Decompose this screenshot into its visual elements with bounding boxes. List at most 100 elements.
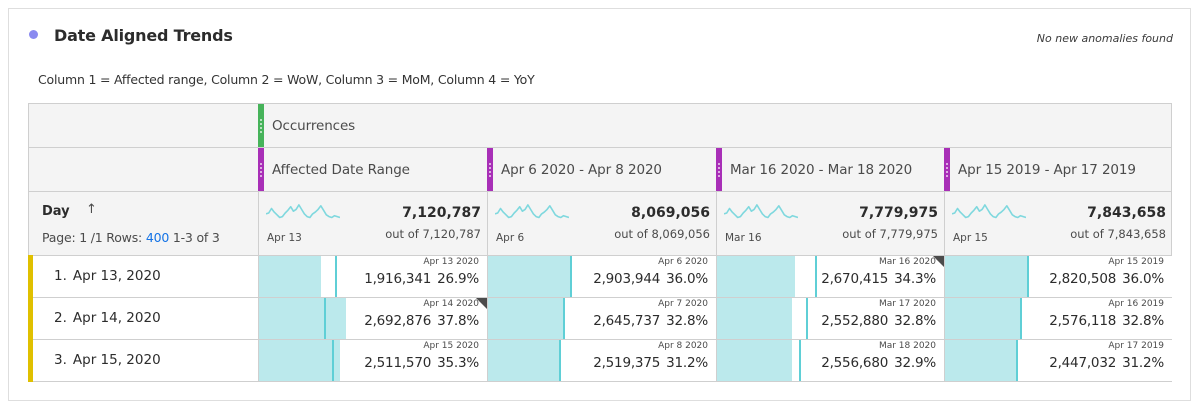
panel-title[interactable]: Date Aligned Trends (54, 26, 233, 45)
cell-background (1022, 298, 1172, 339)
panel-status-dot-icon (29, 30, 38, 39)
cell-count: 2,447,032 (1049, 355, 1117, 371)
anomaly-flag-icon[interactable] (476, 298, 487, 309)
data-cell[interactable]: Apr 13 2020 1,916,341 26.9% (258, 256, 487, 297)
cell-date: Apr 13 2020 (423, 257, 479, 267)
cell-count: 2,552,880 (821, 313, 889, 329)
comparison-marker (559, 340, 561, 381)
comparison-marker (335, 256, 337, 297)
cell-background (1018, 340, 1172, 381)
comparison-marker (806, 298, 808, 339)
comparison-marker (324, 298, 326, 339)
segment-header-2[interactable]: Apr 6 2020 - Apr 8 2020 (487, 148, 716, 191)
percent-bar (259, 298, 346, 339)
cell-percent: 26.9% (437, 271, 479, 287)
metric-header-occurrences[interactable]: Occurrences (258, 104, 1172, 147)
cell-count: 2,511,570 (364, 355, 432, 371)
data-cell[interactable]: Mar 18 2020 2,556,680 32.9% (716, 340, 944, 381)
summary-cell-1: Apr 13 7,120,787 out of 7,120,787 (258, 192, 487, 255)
trend-sparkline[interactable] (266, 202, 340, 224)
segment-header-4[interactable]: Apr 15 2019 - Apr 17 2019 (944, 148, 1172, 191)
trend-sparkline[interactable] (724, 202, 798, 224)
table-row[interactable]: 2. Apr 14, 2020 Apr 14 2020 2,692,876 37.8% A… (28, 297, 1172, 340)
cell-value: 1,916,341 26.9% (364, 271, 479, 287)
cell-value: 2,519,375 31.2% (593, 355, 708, 371)
pagination-info: Page: 1 /1 Rows: 400 1-3 of 3 (42, 230, 220, 245)
cell-percent: 37.8% (437, 313, 479, 329)
cell-date: Mar 17 2020 (878, 299, 936, 309)
sparkline-start-label: Mar 16 (725, 232, 762, 244)
cell-count: 2,519,375 (593, 355, 661, 371)
data-cell[interactable]: Apr 17 2019 2,447,032 31.2% (944, 340, 1172, 381)
metric-header-row: Occurrences (29, 104, 1171, 148)
cell-percent: 34.3% (894, 271, 936, 287)
data-cell[interactable]: Apr 14 2020 2,692,876 37.8% (258, 298, 487, 339)
segment-label: Apr 6 2020 - Apr 8 2020 (501, 161, 662, 178)
row-color-accent (28, 255, 33, 298)
percent-bar (488, 256, 570, 297)
segment-label: Mar 16 2020 - Mar 18 2020 (730, 161, 913, 178)
row-dimension-item[interactable]: 1. Apr 13, 2020 (54, 268, 161, 284)
drag-handle-icon[interactable] (487, 148, 493, 191)
cell-date: Mar 18 2020 (878, 341, 936, 351)
drag-handle-icon[interactable] (944, 148, 950, 191)
cell-background (565, 298, 716, 339)
percent-bar (259, 256, 321, 297)
row-date: Apr 13, 2020 (72, 268, 161, 284)
summary-cell-2: Apr 6 8,069,056 out of 8,069,056 (487, 192, 716, 255)
cell-date: Apr 15 2019 (1108, 257, 1164, 267)
rows-per-page-link[interactable]: 400 (145, 230, 170, 245)
data-cell[interactable]: Apr 15 2019 2,820,508 36.0% (944, 256, 1172, 297)
cell-background (561, 340, 716, 381)
cell-value: 2,556,680 32.9% (821, 355, 936, 371)
trend-sparkline[interactable] (495, 202, 569, 224)
segment-header-3[interactable]: Mar 16 2020 - Mar 18 2020 (716, 148, 944, 191)
trend-sparkline[interactable] (952, 202, 1026, 224)
column-total: 7,843,658 (1087, 205, 1166, 221)
drag-handle-icon[interactable] (716, 148, 722, 191)
data-cell[interactable]: Apr 6 2020 2,903,944 36.0% (487, 256, 716, 297)
anomaly-flag-icon[interactable] (933, 256, 944, 267)
paging-prefix: Page: 1 /1 Rows: (42, 230, 143, 245)
cell-background (1029, 256, 1172, 297)
sparkline-start-label: Apr 13 (267, 232, 302, 244)
cell-percent: 35.3% (437, 355, 479, 371)
drag-handle-icon[interactable] (258, 148, 264, 191)
panel-description: Column 1 = Affected range, Column 2 = Wo… (38, 72, 535, 87)
data-cell[interactable]: Mar 17 2020 2,552,880 32.8% (716, 298, 944, 339)
table-row[interactable]: 1. Apr 13, 2020 Apr 13 2020 1,916,341 26.9% A… (28, 255, 1172, 298)
comparison-marker (815, 256, 817, 297)
column-total-out-of: out of 7,779,975 (842, 227, 938, 241)
cell-date: Apr 7 2020 (658, 299, 708, 309)
comparison-marker (1020, 298, 1022, 339)
cell-background (337, 256, 487, 297)
drag-handle-icon[interactable] (258, 104, 264, 147)
cell-value: 2,552,880 32.8% (821, 313, 936, 329)
freeform-table: Occurrences Affected Date Range Apr 6 202… (28, 103, 1172, 382)
row-dimension-item[interactable]: 3. Apr 15, 2020 (54, 352, 161, 368)
column-total: 7,779,975 (859, 205, 938, 221)
data-cell[interactable]: Apr 8 2020 2,519,375 31.2% (487, 340, 716, 381)
cell-date: Apr 6 2020 (658, 257, 708, 267)
data-cell[interactable]: Apr 7 2020 2,645,737 32.8% (487, 298, 716, 339)
data-cell[interactable]: Mar 16 2020 2,670,415 34.3% (716, 256, 944, 297)
cell-background (572, 256, 716, 297)
cell-percent: 32.8% (1122, 313, 1164, 329)
dimension-header[interactable]: Day (42, 204, 70, 219)
cell-percent: 32.8% (894, 313, 936, 329)
percent-bar (717, 340, 792, 381)
cell-value: 2,670,415 34.3% (821, 271, 936, 287)
cell-background (808, 298, 944, 339)
data-cell[interactable]: Apr 16 2019 2,576,118 32.8% (944, 298, 1172, 339)
comparison-marker (1027, 256, 1029, 297)
column-total: 8,069,056 (631, 205, 710, 221)
cell-count: 2,820,508 (1049, 271, 1117, 287)
comparison-marker (563, 298, 565, 339)
row-dimension-item[interactable]: 2. Apr 14, 2020 (54, 310, 161, 326)
comparison-marker (570, 256, 572, 297)
segment-header-1[interactable]: Affected Date Range (258, 148, 487, 191)
table-row[interactable]: 3. Apr 15, 2020 Apr 15 2020 2,511,570 35.3% A… (28, 339, 1172, 382)
data-cell[interactable]: Apr 15 2020 2,511,570 35.3% (258, 340, 487, 381)
cell-background (801, 340, 944, 381)
sort-ascending-arrow-up-icon[interactable]: ↑ (86, 202, 97, 217)
